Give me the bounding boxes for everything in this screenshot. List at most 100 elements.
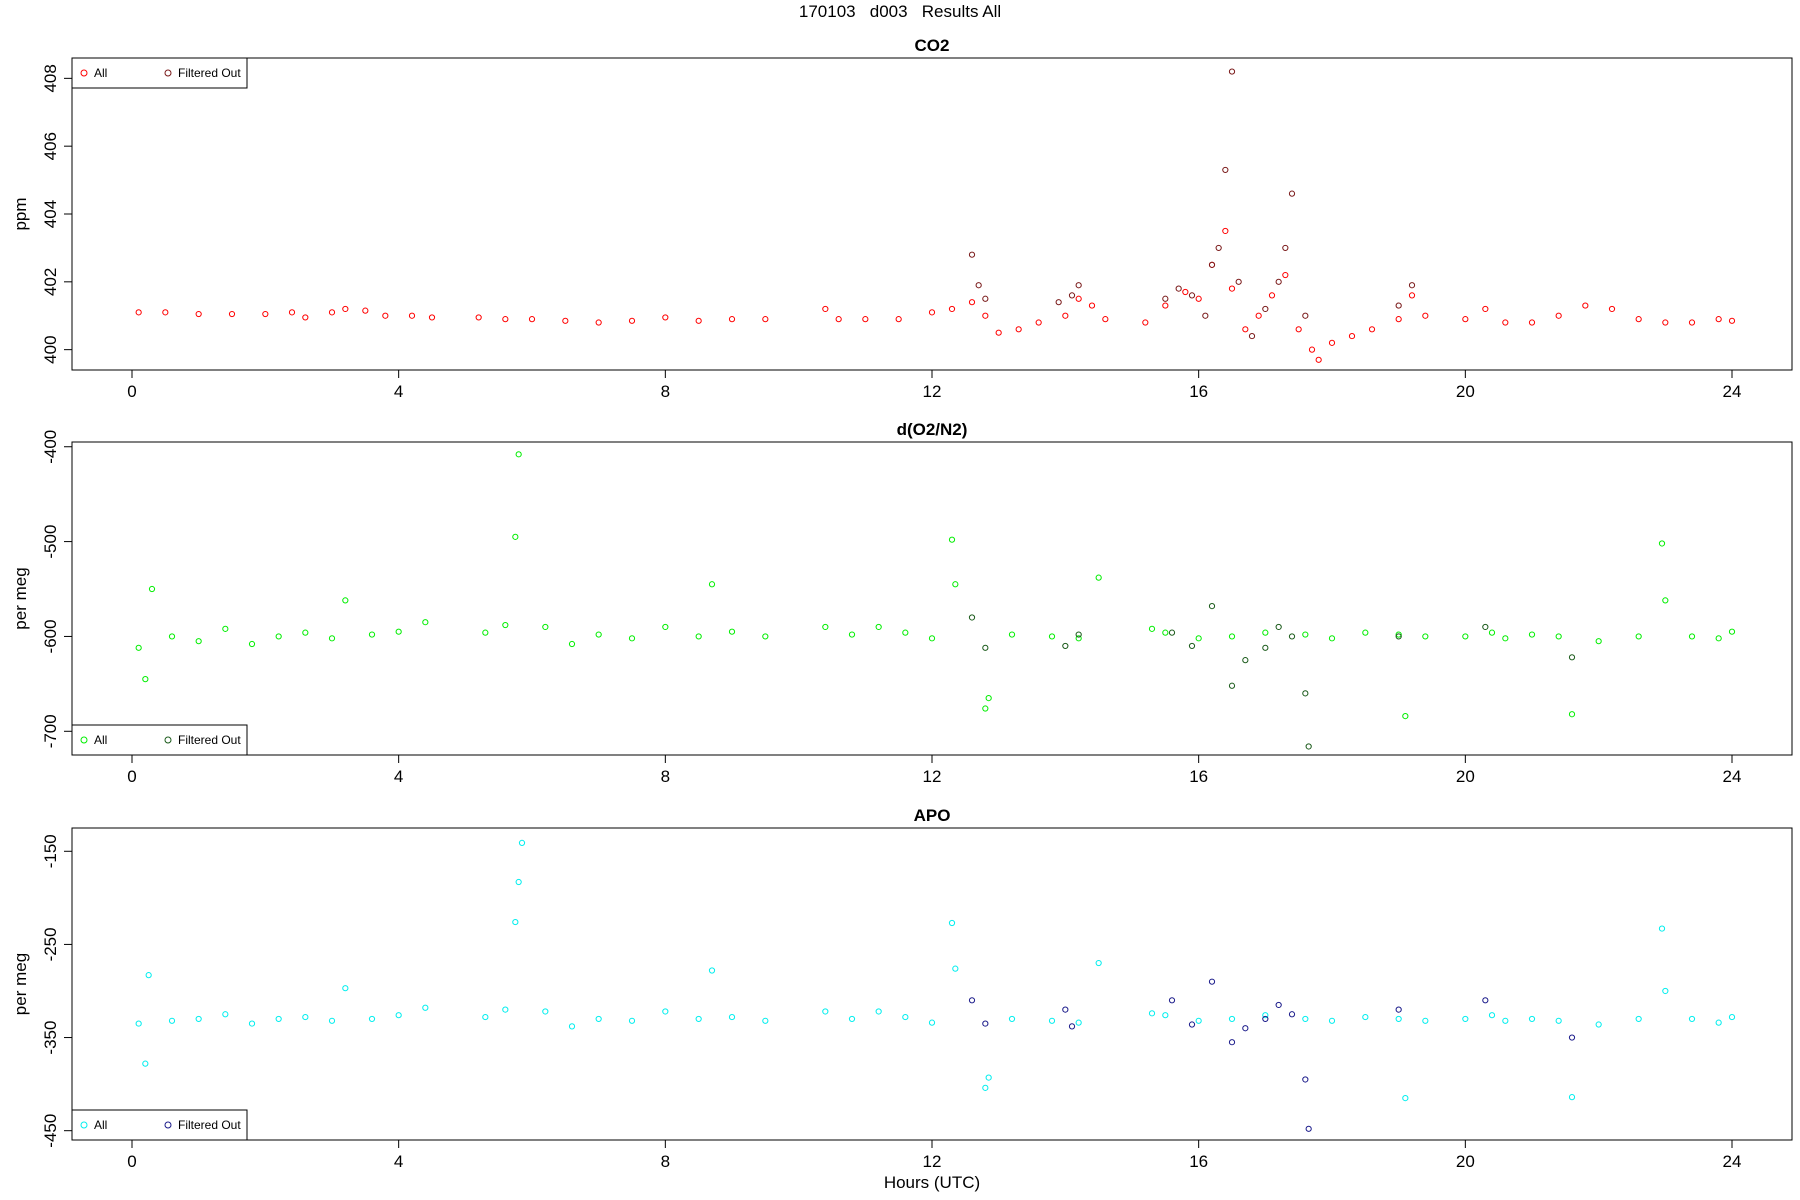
x-tick-label: 0 [127,767,136,786]
point-all [1658,540,1666,547]
point-all [302,629,309,636]
panel-title: d(O2/N2) [897,420,968,439]
point-filtered-out [1408,282,1416,289]
point-all [148,585,156,593]
point-all [562,317,569,324]
point-all [362,307,369,314]
point-all [1402,1094,1409,1102]
legend-label: All [94,66,107,80]
point-all [982,705,989,712]
point-filtered-out [1188,1021,1196,1028]
point-all [952,965,959,972]
legend-label: All [94,1118,107,1132]
point-filtered-out [968,614,976,621]
point-filtered-out [1188,642,1196,650]
point-all [422,1004,429,1011]
plot-frame [71,827,1793,1141]
point-filtered-out [982,1020,989,1027]
point-filtered-out [1305,743,1312,750]
point-all [1395,316,1402,323]
y-tick-label: 408 [41,64,60,92]
point-all [1222,227,1229,235]
point-all [862,316,869,323]
point-all [695,633,702,640]
x-tick-label: 16 [1189,1152,1208,1171]
point-filtered-out [1275,278,1282,285]
point-filtered-out [1202,312,1209,319]
point-all [428,314,436,321]
point-all [595,631,602,638]
y-axis-label: per meg [11,953,30,1015]
point-all [248,1020,256,1027]
point-all [1462,316,1469,323]
point-filtered-out [1275,1001,1282,1009]
x-tick-label: 12 [923,1152,942,1171]
point-filtered-out [1282,244,1289,252]
point-all [1462,1015,1469,1023]
point-filtered-out [1262,305,1269,313]
point-all [822,305,829,313]
point-filtered-out [1208,261,1216,268]
point-all [502,621,509,629]
x-tick-label: 24 [1723,382,1742,401]
point-all [1662,319,1669,326]
legend-marker [164,69,172,77]
point-all [145,972,152,979]
point-all [568,640,576,648]
point-all [1095,959,1102,967]
point-all [395,628,402,635]
y-axis-label: per meg [11,567,30,629]
y-tick-label: 402 [41,268,60,296]
point-all [248,640,256,648]
point-filtered-out [1055,299,1062,306]
point-all [1715,635,1722,642]
point-all [1262,629,1269,636]
x-tick-label: 8 [661,382,670,401]
point-all [382,312,389,319]
point-all [985,694,992,702]
point-all [1635,316,1642,323]
y-tick-label: 406 [41,132,60,160]
point-all [728,316,736,323]
point-all [728,1013,736,1021]
point-all [502,316,509,323]
point-all [1555,1017,1562,1024]
point-all [1368,326,1376,333]
point-all [952,581,959,588]
point-all [1242,326,1249,333]
point-all [222,625,229,632]
legend-marker [164,736,172,744]
point-all [728,628,736,635]
point-all [1662,987,1669,995]
point-all [1582,302,1589,309]
point-all [368,1015,376,1023]
point-all [1228,633,1236,640]
legend-label: All [94,733,107,747]
point-all [222,1011,229,1018]
point-filtered-out [975,282,982,289]
point-all [1422,633,1429,640]
y-tick-label: -500 [41,525,60,559]
point-all [1728,1013,1736,1021]
point-filtered-out [1228,682,1236,689]
point-all [1502,319,1509,326]
point-filtered-out [1262,1015,1269,1023]
point-filtered-out [1242,1025,1249,1032]
point-all [1395,631,1402,638]
point-all [162,309,169,316]
point-all [1728,628,1736,635]
x-tick-label: 0 [127,1152,136,1171]
legend-label: Filtered Out [178,66,241,80]
point-all [1528,631,1536,638]
point-filtered-out [1068,292,1076,299]
point-all [135,309,142,316]
point-all [628,635,636,642]
point-all [1195,1017,1202,1024]
point-filtered-out [1068,1023,1076,1030]
point-all [822,1008,829,1015]
point-filtered-out [1222,166,1229,174]
point-all [1262,1012,1269,1019]
legend-label: Filtered Out [178,1118,241,1132]
point-filtered-out [1288,633,1296,640]
point-all [368,631,376,638]
